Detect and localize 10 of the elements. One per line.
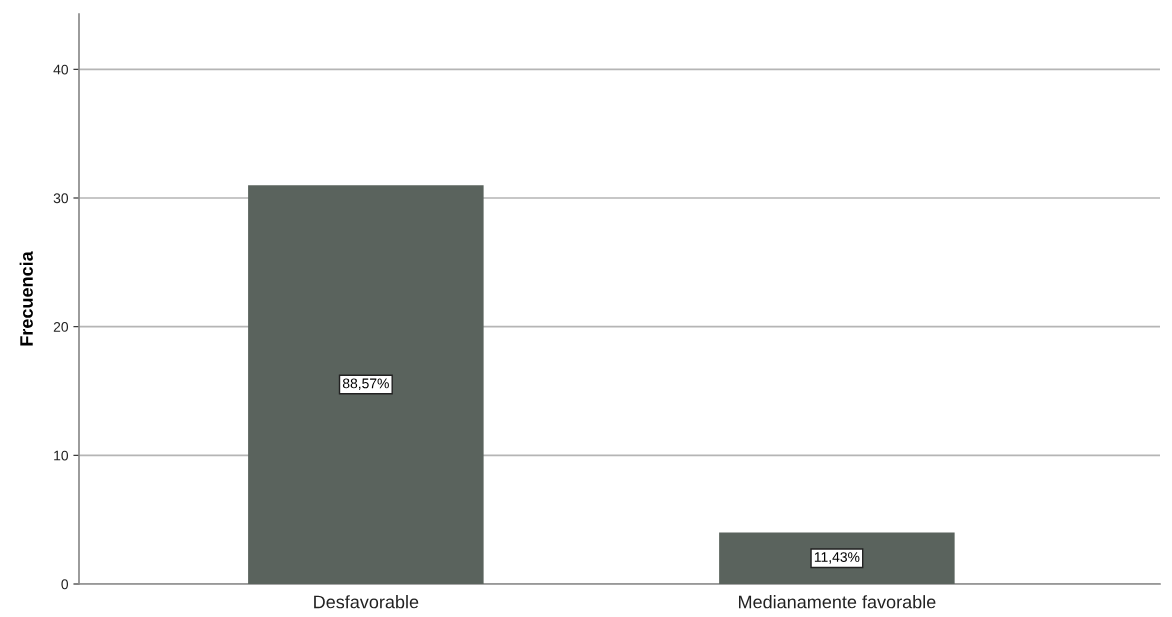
x-tick-label: Medianamente favorable bbox=[739, 595, 936, 609]
y-tick-label: 40 bbox=[53, 64, 69, 75]
y-tick-label: 0 bbox=[61, 579, 69, 590]
annotation: 11,43% bbox=[814, 552, 860, 564]
y-tick-label: 10 bbox=[54, 450, 69, 461]
y-tick-label: 20 bbox=[53, 322, 69, 332]
annotation: 88,57% bbox=[342, 378, 389, 390]
y-axis-title: Frecuencia bbox=[19, 251, 33, 346]
y-tick-label: 30 bbox=[53, 193, 69, 204]
x-tick-label: Desfavorable bbox=[314, 595, 419, 609]
